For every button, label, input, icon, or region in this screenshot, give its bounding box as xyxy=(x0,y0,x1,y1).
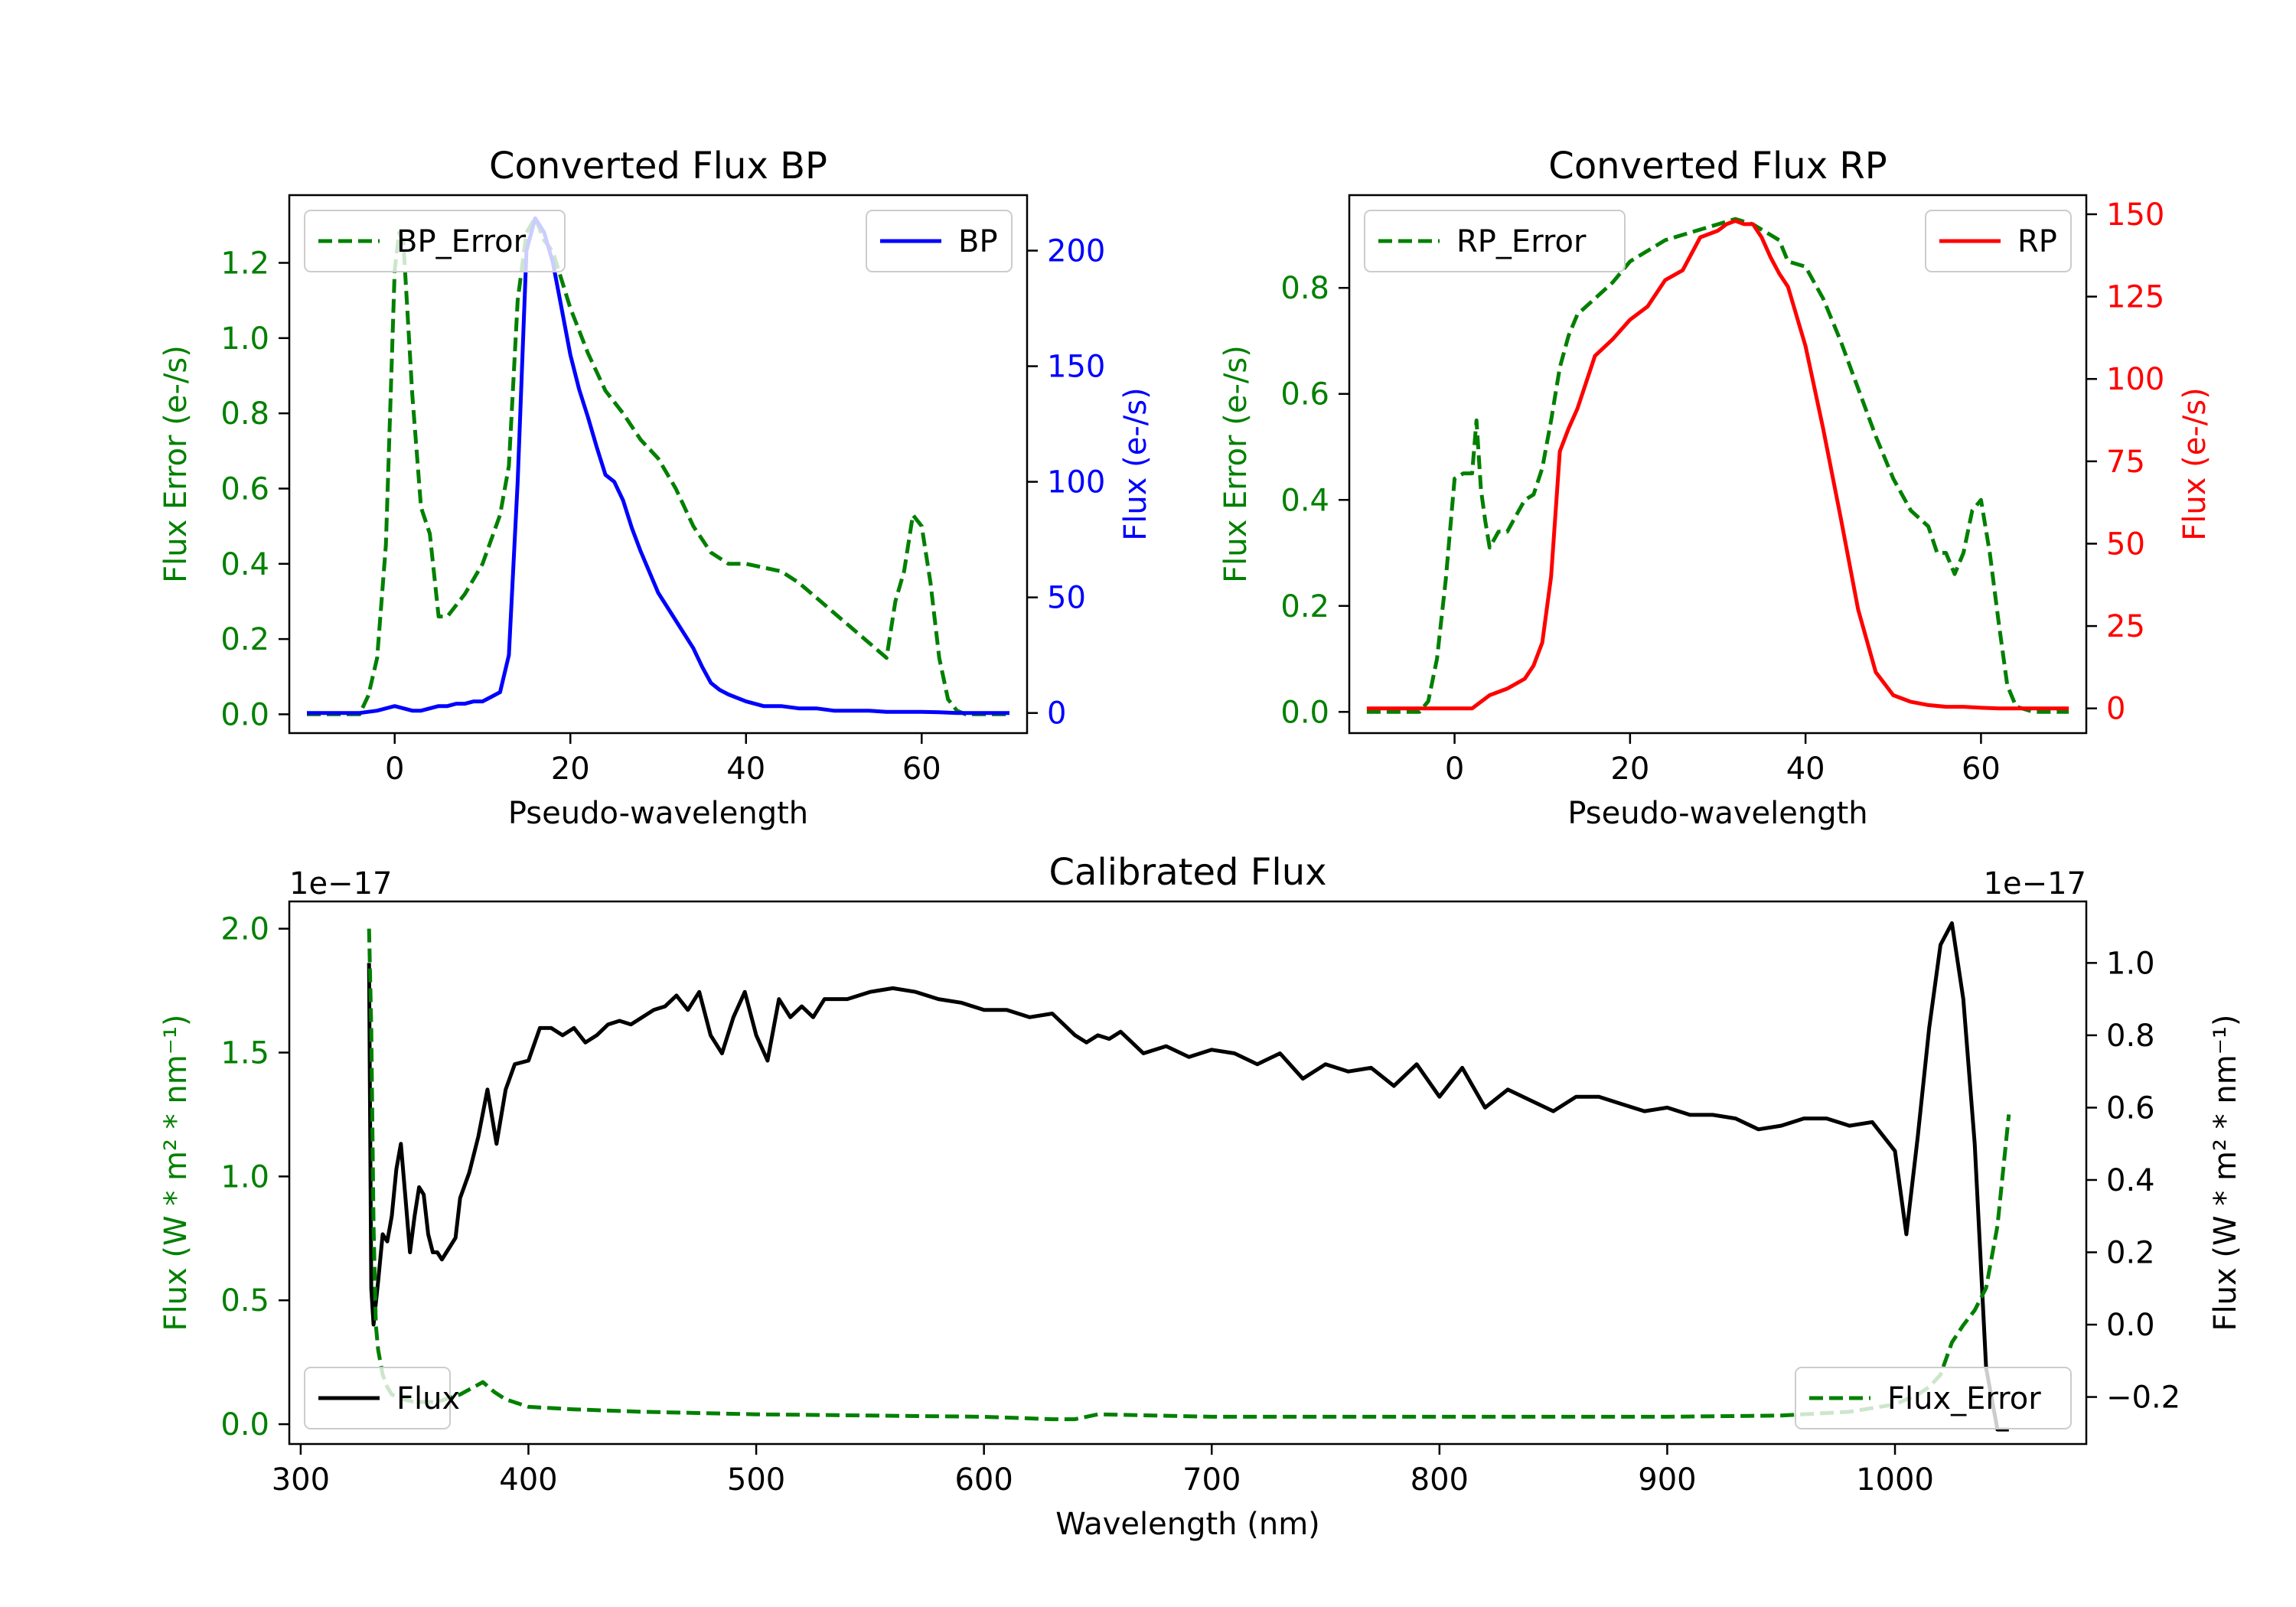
series-line-bp-error xyxy=(307,216,1009,716)
legend-rp: RP xyxy=(1925,210,2072,272)
y-right-tick-label: 25 xyxy=(2106,609,2145,644)
legend-box xyxy=(1364,210,1626,272)
chart-title: Calibrated Flux xyxy=(1049,851,1326,894)
chart-converted-flux-bp: Converted Flux BP 0 20 40 60 Pseudo-wavelengt… xyxy=(158,145,1153,831)
x-tick-label: 20 xyxy=(1610,751,1649,787)
y-left-tick-label: 1.0 xyxy=(220,1159,269,1195)
y-right-tick-label: 0.8 xyxy=(2106,1019,2155,1054)
y-left-tick-label: 0.0 xyxy=(220,1407,269,1442)
y-left-tick-label: 1.0 xyxy=(220,321,269,357)
series-line-bp xyxy=(307,216,1009,715)
series-line-flux xyxy=(367,921,2009,1432)
plot-frame xyxy=(288,900,2088,1446)
x-tick-label: 40 xyxy=(1786,751,1825,787)
legend-label: BP_Error xyxy=(396,224,527,259)
series-line-rp-error xyxy=(1366,217,2069,714)
y-right-tick-label: 150 xyxy=(2106,197,2164,233)
chart-title: Converted Flux BP xyxy=(489,145,827,187)
legend-flux-error: Flux_Error xyxy=(1795,1367,2072,1429)
legend-label: Flux_Error xyxy=(1887,1381,2041,1416)
y-left-tick-label: 0.8 xyxy=(220,396,269,432)
y-left-axis-label: Flux Error (e-/s) xyxy=(1218,345,1254,583)
legend-box xyxy=(304,210,566,272)
legend-label: BP xyxy=(958,224,998,259)
y-left-tick-label: 0.6 xyxy=(220,471,269,507)
plot-area xyxy=(307,216,1009,716)
legend-bp-error: BP_Error xyxy=(304,210,566,272)
legend-bp: BP xyxy=(866,210,1013,272)
y-right-tick-label: 50 xyxy=(1047,581,1086,616)
plot-frame xyxy=(1348,194,2088,735)
y-right-tick-label: 150 xyxy=(1047,350,1105,385)
y-left-axis-label: Flux Error (e-/s) xyxy=(158,345,194,583)
x-tick-label: 0 xyxy=(385,751,404,787)
y-right-tick-label: 125 xyxy=(2106,280,2164,315)
x-tick-label: 600 xyxy=(954,1462,1013,1498)
x-tick-label: 800 xyxy=(1411,1462,1469,1498)
y-left-offset-label: 1e−17 xyxy=(289,866,392,901)
y-right-offset-label: 1e−17 xyxy=(1984,866,2086,901)
y-right-tick-label: 0 xyxy=(2106,692,2125,727)
chart-converted-flux-rp: Converted Flux RP 0 20 40 60 Pseudo-wavelengt… xyxy=(1218,145,2213,831)
x-tick-label: 1000 xyxy=(1856,1462,1934,1498)
y-left-tick-label: 0.0 xyxy=(1280,695,1329,730)
y-right-tick-label: 0.2 xyxy=(2106,1235,2155,1270)
y-left-tick-label: 0.2 xyxy=(1280,589,1329,624)
y-right-tick-label: 0.0 xyxy=(2106,1308,2155,1343)
legend-label: RP xyxy=(2017,224,2057,259)
y-right-tick-label: −0.2 xyxy=(2106,1380,2180,1416)
series-line-rp xyxy=(1366,219,2069,711)
y-right-tick-label: 50 xyxy=(2106,526,2145,562)
y-right-tick-label: 0 xyxy=(1047,696,1066,732)
x-axis-label: Pseudo-wavelength xyxy=(508,796,808,831)
y-left-tick-label: 0.8 xyxy=(1280,271,1329,306)
x-tick-label: 20 xyxy=(551,751,590,787)
y-right-tick-label: 1.0 xyxy=(2106,946,2155,981)
x-tick-label: 300 xyxy=(272,1462,330,1498)
y-left-tick-label: 0.4 xyxy=(220,547,269,582)
y-left-tick-label: 0.6 xyxy=(1280,377,1329,412)
plot-area xyxy=(1366,217,2069,714)
x-tick-label: 700 xyxy=(1182,1462,1241,1498)
plot-frame xyxy=(288,194,1029,735)
y-left-tick-label: 2.0 xyxy=(220,912,269,947)
x-tick-label: 900 xyxy=(1638,1462,1696,1498)
legend-box xyxy=(1795,1367,2072,1429)
x-axis-label: Wavelength (nm) xyxy=(1055,1507,1320,1542)
y-right-axis-label: Flux (e-/s) xyxy=(1118,387,1153,540)
y-right-tick-label: 0.6 xyxy=(2106,1090,2155,1126)
y-left-tick-label: 0.4 xyxy=(1280,483,1329,518)
x-tick-label: 400 xyxy=(499,1462,557,1498)
y-right-axis-label: Flux (W * m² * nm⁻¹) xyxy=(2208,1015,2243,1332)
x-tick-label: 500 xyxy=(727,1462,785,1498)
y-right-tick-label: 75 xyxy=(2106,445,2145,480)
y-left-tick-label: 0.5 xyxy=(220,1283,269,1319)
x-tick-label: 40 xyxy=(726,751,765,787)
legend-label: Flux xyxy=(396,1381,460,1416)
y-right-axis-label: Flux (e-/s) xyxy=(2177,387,2213,540)
y-left-tick-label: 0.0 xyxy=(220,697,269,732)
legend-label: RP_Error xyxy=(1456,224,1587,259)
y-left-tick-label: 1.5 xyxy=(220,1035,269,1071)
x-axis-label: Pseudo-wavelength xyxy=(1567,796,1867,831)
y-right-tick-label: 100 xyxy=(1047,465,1105,500)
x-tick-label: 60 xyxy=(902,751,941,787)
y-left-axis-label: Flux (W * m² * nm⁻¹) xyxy=(158,1015,194,1332)
legend-flux: Flux xyxy=(304,1367,460,1429)
chart-title: Converted Flux RP xyxy=(1548,145,1887,187)
x-tick-label: 60 xyxy=(1962,751,2001,787)
y-right-tick-label: 200 xyxy=(1047,234,1105,269)
y-right-tick-label: 100 xyxy=(2106,362,2164,397)
y-right-tick-label: 0.4 xyxy=(2106,1163,2155,1198)
legend-rp-error: RP_Error xyxy=(1364,210,1626,272)
y-left-tick-label: 1.2 xyxy=(220,246,269,281)
chart-calibrated-flux: Calibrated Flux 300 400 500 600 700 800 900 1000… xyxy=(158,851,2243,1542)
x-tick-label: 0 xyxy=(1445,751,1464,787)
y-left-tick-label: 0.2 xyxy=(220,622,269,657)
